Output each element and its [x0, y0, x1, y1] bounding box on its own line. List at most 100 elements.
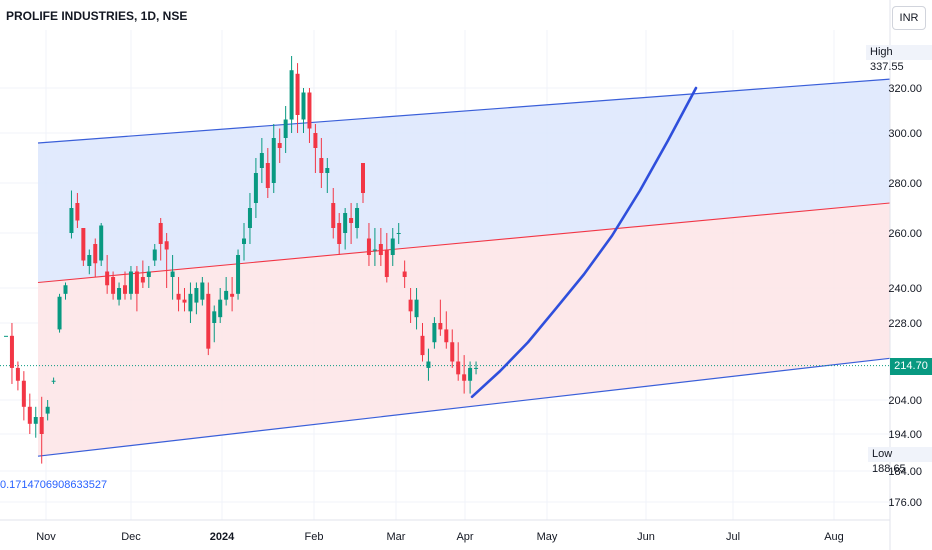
candle-body-9	[57, 296, 62, 330]
x-tick-label-8: Jul	[726, 531, 740, 543]
channel-lower-line	[37, 357, 891, 457]
candle-body-0	[4, 335, 8, 337]
candle-body-41	[247, 208, 252, 228]
candle-body-60	[361, 163, 365, 193]
candle-body-21	[128, 271, 133, 294]
candle-body-43	[259, 153, 264, 168]
candle-body-66	[396, 233, 401, 234]
x-tick-label-0: Nov	[36, 531, 56, 543]
candle-body-54	[325, 168, 330, 173]
candle-body-56	[337, 223, 342, 244]
candle-body-28	[170, 271, 175, 277]
channel-lower-fill	[38, 203, 890, 457]
candle-body-47	[283, 119, 288, 138]
candle-body-32	[194, 288, 199, 303]
candle-body-44	[265, 163, 270, 188]
candle-body-34	[206, 293, 211, 349]
candle-body-18	[111, 277, 116, 294]
candle-body-53	[319, 158, 324, 173]
y-tick-label-8: 184.00	[888, 466, 922, 478]
candle-body-15	[93, 244, 98, 264]
candle-body-74	[444, 329, 449, 343]
candle-body-36	[218, 299, 223, 318]
regression-coefficient-label: 0.1714706908633527	[0, 479, 108, 491]
candle-body-63	[378, 244, 383, 255]
candle-body-67	[402, 271, 407, 277]
candle-body-64	[384, 249, 389, 277]
candle-body-26	[158, 223, 163, 244]
x-tick-label-1: Dec	[121, 531, 141, 543]
candle-body-45	[271, 138, 276, 183]
candle-body-76	[456, 361, 461, 375]
candle-body-70	[420, 335, 425, 356]
low-value: 188.65	[872, 463, 906, 475]
candle-body-17	[105, 271, 110, 286]
candle-body-42	[253, 173, 258, 203]
candle-body-69	[414, 299, 419, 318]
candle-body-55	[331, 203, 336, 228]
y-tick-label-6: 204.00	[888, 395, 922, 407]
chart-title: PROLIFE INDUSTRIES, 1D, NSE	[6, 9, 188, 23]
candle-body-14	[87, 255, 92, 266]
candle-body-2	[15, 367, 20, 381]
candle-body-48	[289, 70, 294, 120]
currency-button[interactable]: INR	[892, 6, 926, 30]
candle-body-12	[75, 203, 80, 221]
low-marker: Low 188.65	[868, 447, 932, 475]
candle-body-24	[146, 271, 151, 277]
candle-body-30	[182, 299, 187, 303]
candle-body-68	[408, 299, 413, 312]
y-tick-label-4: 240.00	[888, 283, 922, 295]
candle-body-23	[140, 277, 145, 283]
y-tick-label-0: 320.00	[888, 83, 922, 95]
y-tick-label-3: 260.00	[888, 228, 922, 240]
y-tick-label-1: 300.00	[888, 128, 922, 140]
candle-body-38	[230, 293, 235, 297]
x-tick-label-5: Apr	[456, 531, 473, 543]
candle-body-10	[63, 285, 68, 294]
channel-upper-fill	[38, 79, 890, 283]
x-tick-label-3: Feb	[305, 531, 324, 543]
candle-body-57	[343, 213, 348, 233]
y-tick-label-2: 280.00	[888, 178, 922, 190]
candle-body-62	[372, 249, 377, 251]
candle-body-3	[21, 380, 26, 407]
candle-body-78	[468, 367, 473, 381]
high-value: 337.55	[870, 61, 904, 73]
high-marker: High 337.55	[866, 45, 932, 73]
y-tick-label-5: 228.00	[888, 318, 922, 330]
last-price-tag: 214.70	[890, 358, 932, 375]
x-tick-label-7: Jun	[637, 531, 655, 543]
candle-body-39	[236, 255, 241, 294]
candle-body-7	[45, 406, 50, 414]
candle-body-51	[307, 92, 312, 129]
candle-body-33	[200, 282, 205, 300]
candle-body-11	[69, 208, 74, 233]
candle-body-75	[450, 342, 455, 362]
channel-middle-line	[37, 202, 891, 284]
candle-body-25	[152, 249, 157, 261]
candle-body-37	[224, 290, 229, 300]
candle-body-77	[462, 374, 467, 381]
candle-body-31	[188, 293, 193, 312]
candle-body-72	[432, 323, 437, 343]
candle-body-58	[349, 218, 354, 223]
candle-body-27	[164, 241, 169, 250]
high-label: High	[870, 46, 893, 58]
x-tick-label-9: Aug	[824, 531, 844, 543]
y-tick-label-9: 176.00	[888, 497, 922, 509]
candle-body-8	[51, 380, 56, 382]
candle-body-20	[123, 285, 127, 294]
candle-body-35	[212, 311, 217, 323]
x-tick-label-2: 2024	[210, 531, 235, 543]
candle-body-19	[117, 288, 122, 300]
candle-body-59	[355, 208, 360, 228]
low-label: Low	[872, 448, 893, 460]
y-tick-label-7: 194.00	[888, 429, 922, 441]
candle-body-16	[99, 225, 104, 261]
x-tick-label-4: Mar	[387, 531, 406, 543]
candle-body-71	[426, 361, 431, 368]
candle-body-5	[33, 417, 38, 424]
candle-body-22	[134, 271, 139, 294]
